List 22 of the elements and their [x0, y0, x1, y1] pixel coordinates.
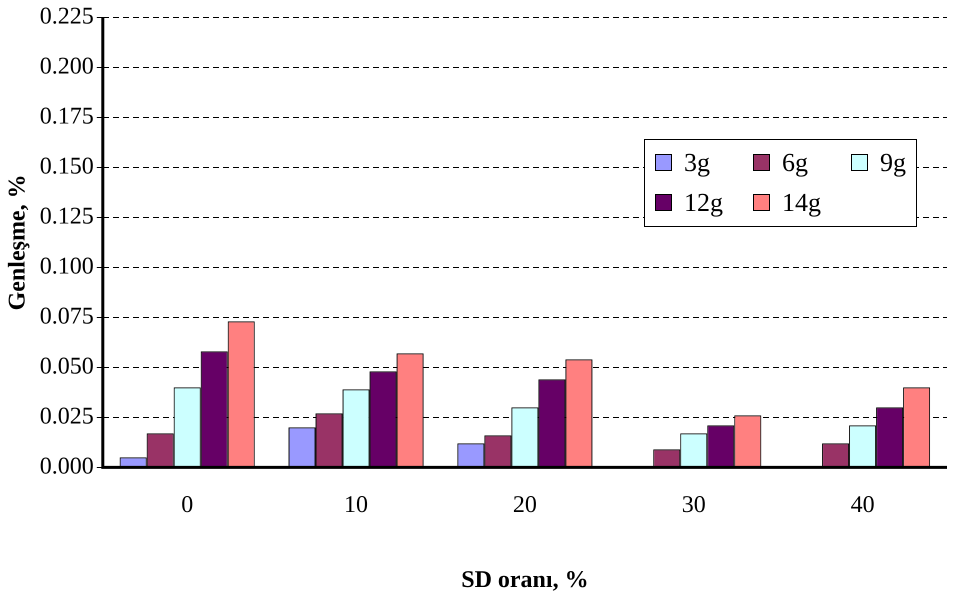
y-tick-label: 0.100 [40, 254, 94, 280]
y-tick-label: 0.225 [40, 4, 94, 30]
legend-label: 9g [880, 148, 906, 178]
x-tick-label: 0 [181, 492, 194, 518]
legend-label: 14g [782, 188, 821, 218]
y-tick-label: 0.125 [40, 204, 94, 230]
x-tick-label: 10 [344, 492, 368, 518]
legend-label: 3g [684, 148, 710, 178]
y-tick-label: 0.150 [40, 154, 94, 180]
y-tick-label: 0.000 [40, 454, 94, 480]
x-tick-label: 20 [512, 492, 537, 518]
y-tick-label: 0.075 [40, 304, 94, 330]
y-axis-title: Genleşme, % [4, 174, 31, 310]
y-tick-label: 0.200 [40, 54, 94, 80]
legend-label: 6g [782, 148, 808, 178]
legend-label: 12g [684, 188, 723, 218]
y-tick-label: 0.025 [40, 404, 94, 430]
x-tick-label: 40 [850, 492, 875, 518]
y-tick-label: 0.175 [40, 104, 94, 130]
x-axis-title: SD oranı, % [461, 566, 589, 593]
y-tick-label: 0.050 [40, 354, 94, 380]
x-tick-label: 30 [682, 492, 706, 518]
